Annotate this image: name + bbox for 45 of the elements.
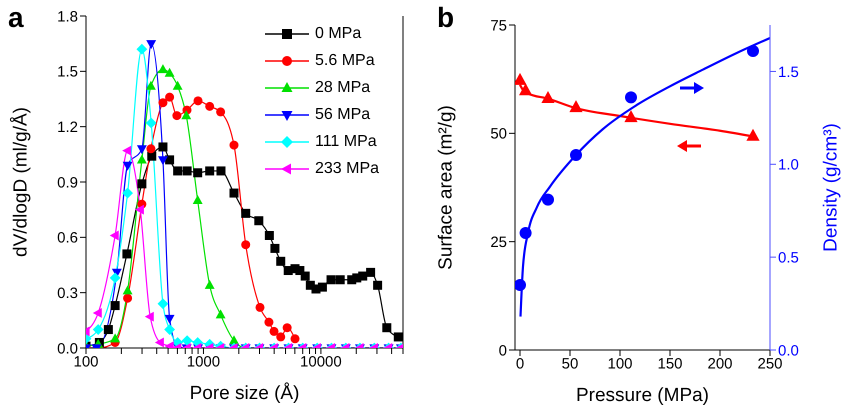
point (570, 149, 582, 161)
line-series (519, 36, 770, 318)
x-tick-label: 1000 (186, 354, 220, 371)
y-tick-label: 0.6 (57, 230, 78, 247)
x-tick-label: 100 (607, 356, 633, 373)
point (519, 83, 532, 96)
point (747, 45, 759, 57)
y2-tick-label: 0.5 (778, 249, 799, 266)
chart-title: a (8, 2, 24, 34)
y-tick-label: 50 (490, 126, 507, 143)
point (624, 110, 638, 122)
legend-label: 28 MPa (315, 78, 370, 96)
x-tick-label: 10000 (300, 354, 342, 371)
legend-label: 111 MPa (315, 132, 377, 150)
x-axis-title: Pressure (MPa) (576, 385, 710, 406)
point (542, 194, 554, 206)
x-tick-label: 0 (516, 356, 524, 373)
y-tick-label: 25 (490, 234, 507, 251)
x-tick-label: 150 (657, 356, 683, 373)
y-tick-label: 1.8 (57, 8, 78, 26)
x-tick-label: 50 (562, 356, 578, 373)
y2-axis-title: Density (g/cm³) (820, 123, 842, 252)
point (515, 279, 526, 291)
y2-tick-label: 1.0 (778, 156, 799, 174)
point (746, 128, 760, 141)
y-axis-title: dV/dlogD (ml/g/Å) (10, 107, 32, 257)
legend-label: 56 MPa (315, 106, 370, 124)
y-tick-label: 75 (490, 17, 507, 34)
chart-title: b (437, 2, 454, 34)
point (541, 91, 555, 104)
y2-tick-label: 1.5 (778, 64, 799, 81)
y-tick-label: 0.3 (57, 284, 78, 302)
point (625, 91, 637, 104)
x-axis-title: Pore size (Å) (190, 382, 300, 404)
y-axis-title: Surface area (m²/g) (436, 105, 457, 270)
y-tick-label: 0.9 (57, 174, 78, 192)
point (569, 100, 583, 112)
legend-label: 0 MPa (315, 24, 362, 42)
x-tick-label: 200 (707, 356, 733, 373)
y-tick-label: 0 (498, 342, 507, 360)
legend-label: 5.6 MPa (315, 52, 375, 70)
point (520, 227, 532, 239)
y-tick-label: 1.5 (57, 64, 78, 81)
legend-label: 233 MPa (315, 160, 380, 178)
y-tick-label: 1.2 (57, 118, 78, 136)
